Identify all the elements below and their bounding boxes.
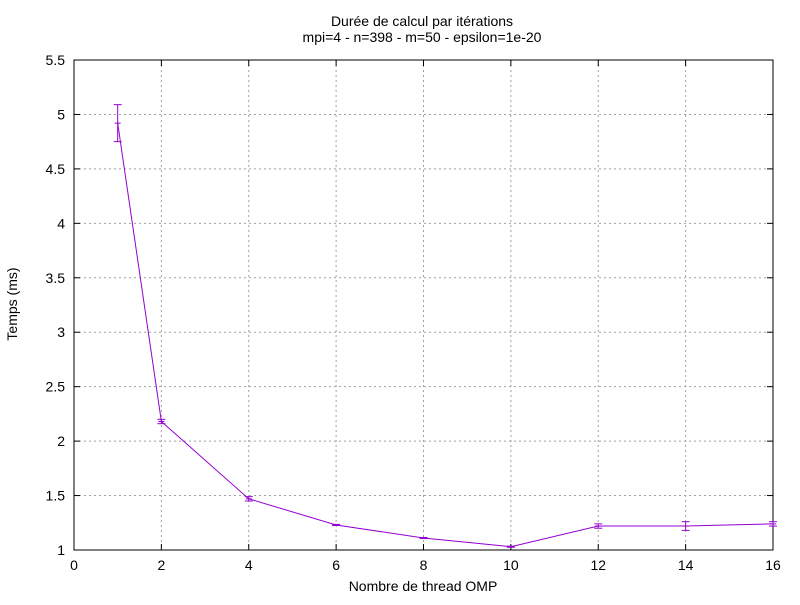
y-tick-label: 2 [57, 433, 65, 449]
y-tick-label: 5.5 [46, 52, 66, 68]
x-tick-label: 14 [678, 557, 694, 573]
x-tick-label: 8 [420, 557, 428, 573]
grid-lines [74, 60, 773, 550]
y-tick-label: 1 [57, 542, 65, 558]
y-tick-label: 5 [57, 106, 65, 122]
data-point [681, 521, 690, 531]
x-tick-label: 16 [765, 557, 781, 573]
x-tick-label: 12 [590, 557, 606, 573]
data-point [244, 496, 253, 502]
x-tick-label: 10 [503, 557, 519, 573]
data-point [594, 523, 603, 529]
y-tick-label: 3 [57, 324, 65, 340]
x-tick-label: 2 [157, 557, 165, 573]
data-point [332, 523, 341, 526]
data-point [157, 418, 166, 425]
plot-frame [73, 59, 774, 551]
data-point [419, 536, 428, 540]
y-tick-label: 4.5 [46, 161, 66, 177]
data-point [113, 104, 122, 143]
y-axis-label: Temps (ms) [4, 267, 20, 340]
y-tick-label: 4 [57, 215, 65, 231]
data-point [506, 545, 515, 548]
x-tick-label: 6 [332, 557, 340, 573]
y-tick-label: 3.5 [46, 270, 66, 286]
x-tick-label: 4 [245, 557, 253, 573]
chart-title: Durée de calcul par itérations [331, 13, 513, 29]
chart-subtitle: mpi=4 - n=398 - m=50 - epsilon=1e-20 [303, 29, 542, 45]
y-tick-label: 1.5 [46, 488, 66, 504]
y-tick-label: 2.5 [46, 379, 66, 395]
data-point [769, 521, 777, 527]
axis-ticks: 0 2 4 6 8 10 12 14 16 1 1.5 2 2.5 3 3.5 4 4.5 5 5.5 [46, 52, 781, 573]
x-axis-label: Nombre de thread OMP [349, 578, 498, 594]
data-series [113, 104, 777, 548]
x-tick-label: 0 [70, 557, 78, 573]
